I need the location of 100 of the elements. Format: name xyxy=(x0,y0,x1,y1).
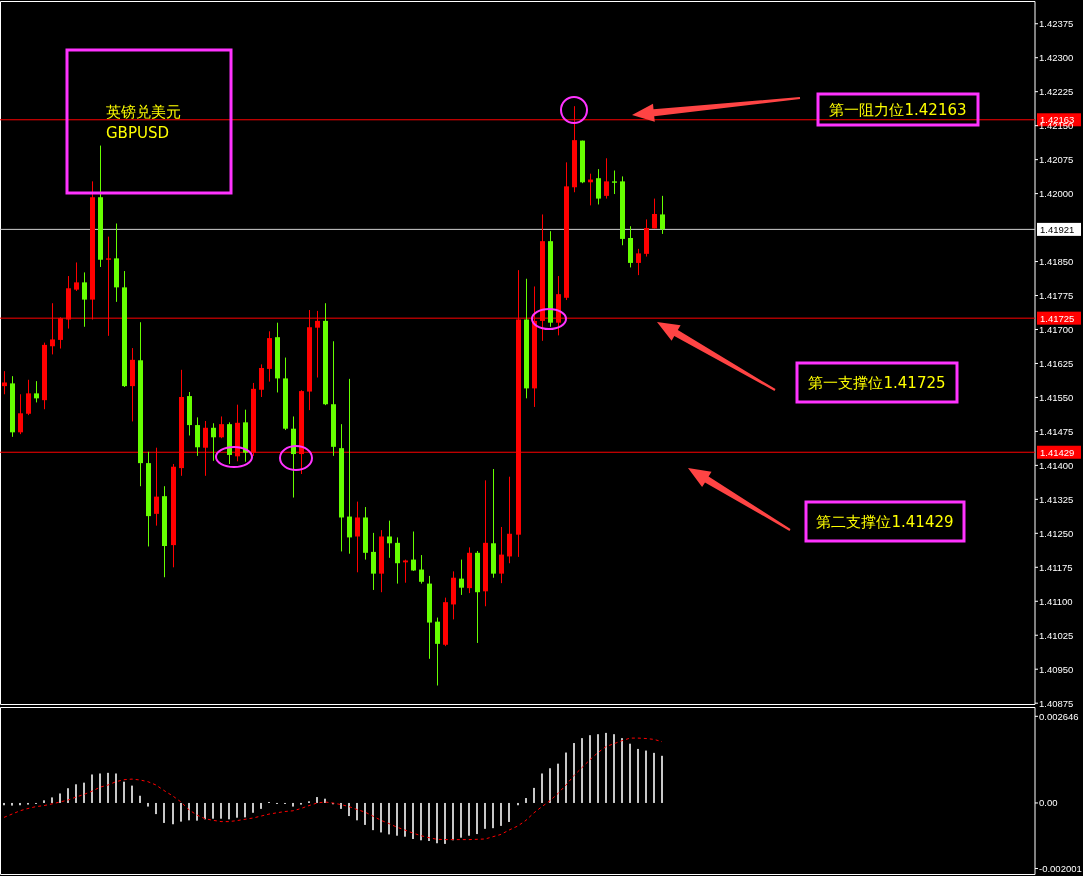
bar xyxy=(348,802,350,817)
bar xyxy=(476,802,478,835)
bar xyxy=(212,802,214,819)
bar xyxy=(468,802,470,836)
bar xyxy=(404,802,406,837)
bar xyxy=(388,802,390,835)
annotation: 第一支撑位1.41725 xyxy=(795,361,959,404)
y-tick-label: 1.41625 xyxy=(1039,357,1074,369)
bar xyxy=(533,787,535,803)
bar xyxy=(356,802,358,821)
bar xyxy=(508,802,510,822)
bar xyxy=(172,802,174,825)
annotation: 第二支撑位1.41429 xyxy=(804,500,966,543)
y-tick-label: 1.41325 xyxy=(1039,493,1074,505)
annotation: GBPUSD xyxy=(106,124,169,142)
bar xyxy=(260,802,262,809)
ref-line-label: 1.41725 xyxy=(1040,312,1075,324)
bar xyxy=(51,797,53,803)
bar xyxy=(99,773,101,803)
annotation: 第一阻力位1.42163 xyxy=(829,101,967,119)
bar xyxy=(589,735,591,803)
bar xyxy=(541,773,543,803)
annotation: 第一支撑位1.41725 xyxy=(808,374,946,392)
y-tick-label: 1.40950 xyxy=(1039,663,1074,675)
y-tick-label: 1.41175 xyxy=(1039,561,1073,573)
bar xyxy=(460,802,462,838)
bar xyxy=(91,774,93,803)
bar xyxy=(428,802,430,841)
y-tick-label: 1.42225 xyxy=(1039,86,1074,98)
bar xyxy=(605,732,607,803)
y-tick-label: 1.41475 xyxy=(1039,425,1074,437)
bar xyxy=(645,750,647,803)
bar xyxy=(653,752,655,803)
bar xyxy=(75,784,77,803)
bar xyxy=(196,802,198,821)
bar xyxy=(155,802,157,815)
bar xyxy=(661,755,663,803)
y-tick-label: 1.41250 xyxy=(1039,527,1074,539)
bar xyxy=(59,793,61,803)
bar xyxy=(115,773,117,803)
bar xyxy=(123,781,125,803)
bar xyxy=(436,802,438,844)
ref-line-label: 1.41429 xyxy=(1040,446,1075,458)
bar xyxy=(629,743,631,803)
bar xyxy=(637,748,639,803)
bar xyxy=(621,738,623,803)
bar xyxy=(364,802,366,825)
bar xyxy=(380,802,382,833)
bar xyxy=(452,802,454,841)
y-tick-label: 0.002646 xyxy=(1039,710,1079,722)
bar xyxy=(573,743,575,803)
bar xyxy=(252,802,254,813)
ref-line-label: 1.41921 xyxy=(1040,223,1075,235)
bar xyxy=(244,802,246,818)
bar xyxy=(525,798,527,803)
y-tick-label: 1.41025 xyxy=(1039,629,1074,641)
bar xyxy=(549,768,551,803)
bar xyxy=(43,800,45,803)
bar xyxy=(83,782,85,803)
y-tick-label: 1.42375 xyxy=(1039,18,1074,30)
y-tick-label: 1.41700 xyxy=(1039,323,1074,335)
bar xyxy=(292,802,294,807)
bar xyxy=(228,802,230,820)
y-tick-label: 1.41100 xyxy=(1039,595,1073,607)
bar xyxy=(412,802,414,839)
bar xyxy=(372,802,374,831)
y-tick-label: 1.42000 xyxy=(1039,188,1074,200)
bar xyxy=(147,802,149,807)
bar xyxy=(204,802,206,820)
bar xyxy=(220,802,222,819)
bar xyxy=(131,785,133,803)
y-tick-label: 1.41550 xyxy=(1039,391,1074,403)
bar xyxy=(597,734,599,803)
y-tick-label: 1.42300 xyxy=(1039,52,1074,64)
y-tick-label: 0.00 xyxy=(1039,797,1058,809)
bar xyxy=(180,802,182,822)
y-tick-label: 1.42075 xyxy=(1039,154,1074,166)
annotation: 第一阻力位1.42163 xyxy=(816,92,980,127)
y-tick-label: -0.002001 xyxy=(1039,862,1082,874)
bar xyxy=(163,802,165,823)
bar xyxy=(581,738,583,803)
bar xyxy=(444,802,446,844)
bar xyxy=(11,802,13,806)
bar xyxy=(340,802,342,809)
bar xyxy=(492,802,494,829)
y-tick-label: 1.40875 xyxy=(1039,697,1074,709)
bar xyxy=(557,763,559,803)
annotation: 英镑兑美元 xyxy=(106,103,181,121)
bar xyxy=(613,734,615,803)
bar xyxy=(107,772,109,803)
bar xyxy=(500,802,502,826)
bar xyxy=(484,802,486,829)
bar xyxy=(139,795,141,803)
bar xyxy=(316,797,318,803)
annotation: 第二支撑位1.41429 xyxy=(816,513,954,531)
y-tick-label: 1.41400 xyxy=(1039,459,1074,471)
bar xyxy=(396,802,398,836)
bar xyxy=(565,752,567,803)
bar xyxy=(236,802,238,818)
y-tick-label: 1.41775 xyxy=(1039,290,1074,302)
